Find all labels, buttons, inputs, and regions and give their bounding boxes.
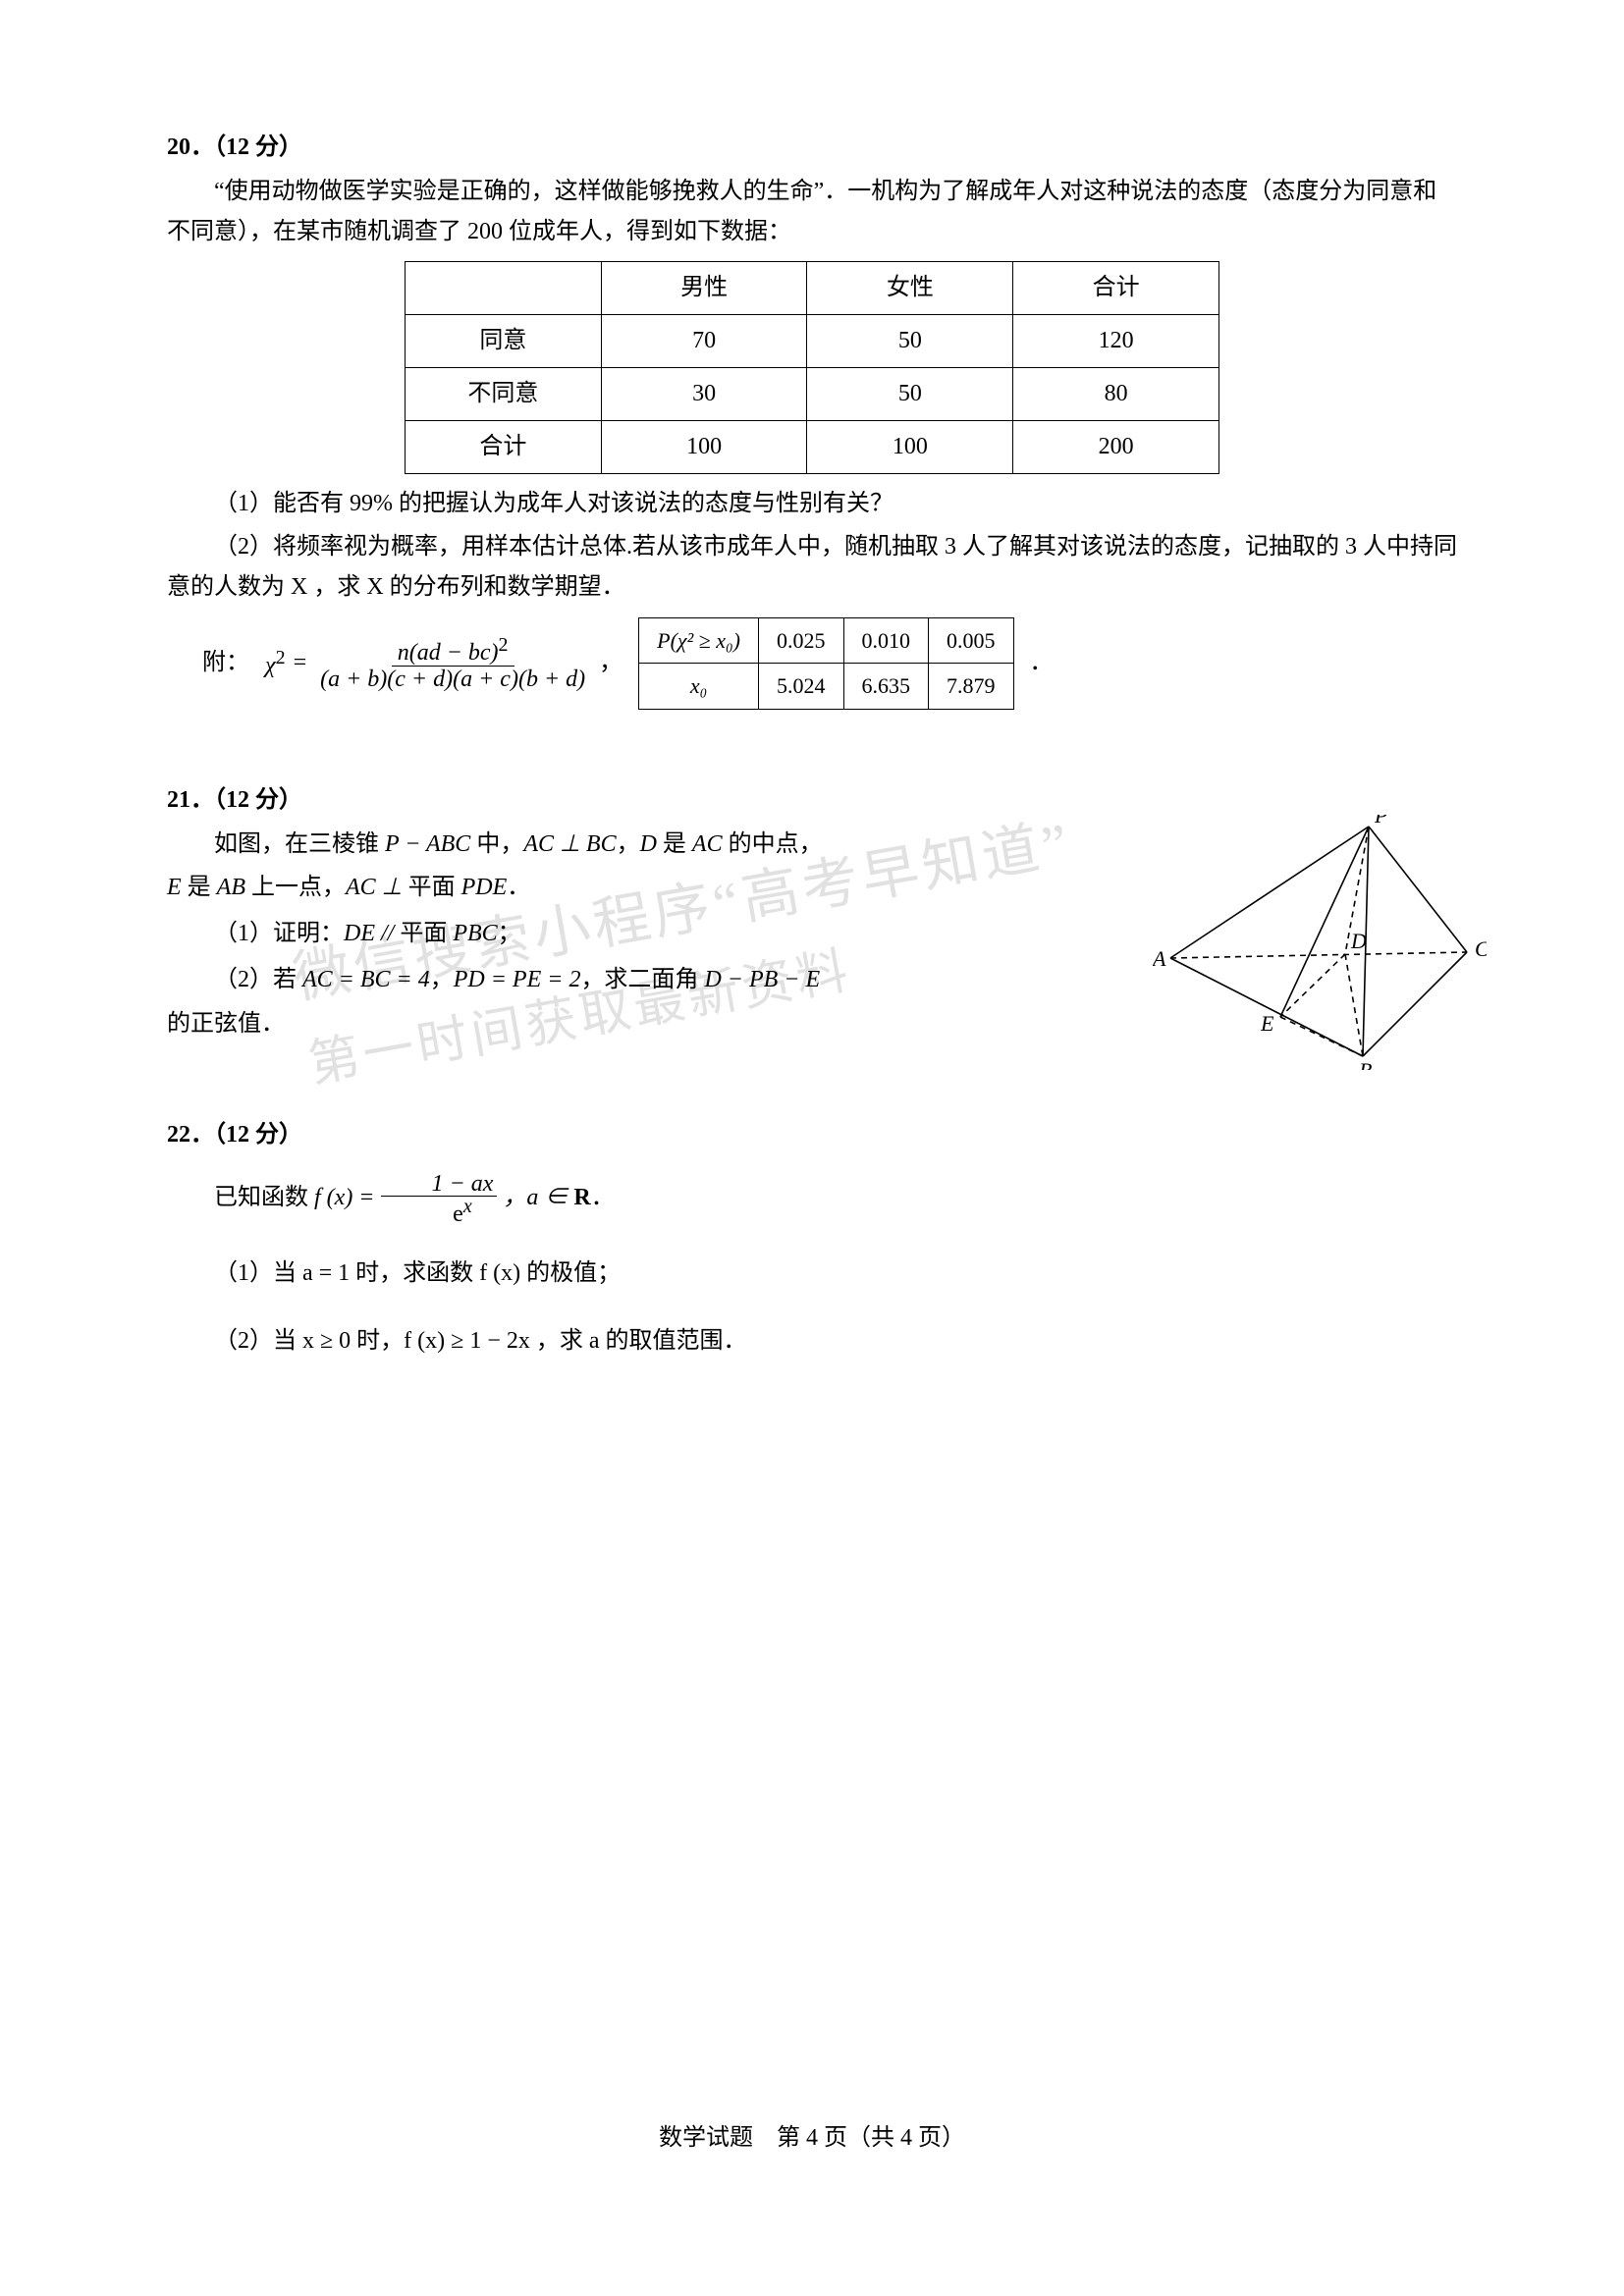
cell: 0.025 [759, 617, 844, 663]
svg-text:P: P [1374, 815, 1387, 828]
critical-value-table: P(χ² ≥ x₀) 0.025 0.010 0.005 x₀ 5.024 6.… [638, 617, 1013, 710]
cell: 50 [807, 315, 1013, 368]
q22-sub2: （2）当 x ≥ 0 时，f (x) ≥ 1 − 2x ，求 a 的取值范围． [167, 1321, 1457, 1362]
cell: 80 [1013, 367, 1219, 420]
cell: 120 [1013, 315, 1219, 368]
q21-block: 21．（12 分） 如图，在三棱锥 P − ABC 中，AC ⊥ BC，D 是 … [167, 780, 1457, 1044]
q21-sub2: （2）若 AC = BC = 4，PD = PE = 2，求二面角 D − PB… [167, 960, 1110, 1000]
q21-sub1: （1）证明：DE // 平面 PBC； [167, 914, 1110, 954]
chi-symbol: χ [265, 653, 276, 678]
q20-header: 20．（12 分） [167, 128, 1457, 168]
cell: 100 [807, 420, 1013, 473]
fx-den: ex [402, 1197, 476, 1226]
svg-text:C: C [1475, 936, 1487, 961]
q20-data-table: 男性 女性 合计 同意 70 50 120 不同意 30 50 80 合计 10… [405, 261, 1219, 473]
svg-text:E: E [1260, 1011, 1274, 1036]
table-row: 同意 70 50 120 [406, 315, 1219, 368]
cell: 7.879 [929, 664, 1014, 709]
cell: 男性 [601, 262, 807, 315]
cell: 同意 [406, 315, 602, 368]
svg-text:A: A [1153, 946, 1166, 971]
q21-tail: 的正弦值． [167, 1004, 1110, 1044]
q22-sub1: （1）当 a = 1 时，求函数 f (x) 的极值； [167, 1254, 1457, 1294]
cell: 女性 [807, 262, 1013, 315]
cell [406, 262, 602, 315]
period: ． [1030, 643, 1054, 683]
table-row: 合计 100 100 200 [406, 420, 1219, 473]
cell: 不同意 [406, 367, 602, 420]
q22-line1: 已知函数 f (x) = 1 − ax ex ，a ∈ R． [167, 1172, 1457, 1226]
q20-appendix: 附： χ2 = n(ad − bc)2 (a + b)(c + d)(a + c… [202, 617, 1457, 710]
q20-sub2: （2）将频率视为概率，用样本估计总体.若从该市成年人中，随机抽取 3 人了解其对… [167, 527, 1457, 608]
cell: 5.024 [759, 664, 844, 709]
cell: 100 [601, 420, 807, 473]
svg-text:D: D [1350, 929, 1367, 953]
tetrahedron-figure: P A C B D E [1153, 815, 1487, 1070]
page-footer: 数学试题 第 4 页（共 4 页） [0, 2118, 1624, 2159]
chi2-formula: χ2 = n(ad − bc)2 (a + b)(c + d)(a + c)(b… [265, 634, 623, 693]
chi-den: (a + b)(c + d)(a + c)(b + d) [314, 667, 591, 692]
q20-sub1: （1）能否有 99% 的把握认为成年人对该说法的态度与性别有关？ [167, 484, 1457, 524]
cell: 70 [601, 315, 807, 368]
q21-line2: E 是 AB 上一点，AC ⊥ 平面 PDE． [167, 868, 1110, 908]
chi-num: n(ad − bc)2 [392, 634, 514, 667]
cell: 合计 [1013, 262, 1219, 315]
cell: x₀ [639, 664, 759, 709]
q20-para: “使用动物做医学实验是正确的，这样做能够挽救人的生命”．一机构为了解成年人对这种… [167, 172, 1457, 252]
cell: 6.635 [843, 664, 929, 709]
q22-block: 22．（12 分） 已知函数 f (x) = 1 − ax ex ，a ∈ R．… [167, 1115, 1457, 1362]
cell: 200 [1013, 420, 1219, 473]
table-row: P(χ² ≥ x₀) 0.025 0.010 0.005 [639, 617, 1013, 663]
table-row: x₀ 5.024 6.635 7.879 [639, 664, 1013, 709]
svg-text:B: B [1359, 1058, 1372, 1070]
page-content: 20．（12 分） “使用动物做医学实验是正确的，这样做能够挽救人的生命”．一机… [167, 128, 1457, 1362]
cell: 50 [807, 367, 1013, 420]
q21-line1: 如图，在三棱锥 P − ABC 中，AC ⊥ BC，D 是 AC 的中点， [167, 825, 1110, 865]
table-row: 男性 女性 合计 [406, 262, 1219, 315]
appendix-label: 附： [202, 643, 249, 683]
cell: 0.005 [929, 617, 1014, 663]
cell: 0.010 [843, 617, 929, 663]
q22-header: 22．（12 分） [167, 1115, 1457, 1155]
cell: P(χ² ≥ x₀) [639, 617, 759, 663]
table-row: 不同意 30 50 80 [406, 367, 1219, 420]
cell: 30 [601, 367, 807, 420]
fx-num: 1 − ax [381, 1172, 498, 1197]
cell: 合计 [406, 420, 602, 473]
